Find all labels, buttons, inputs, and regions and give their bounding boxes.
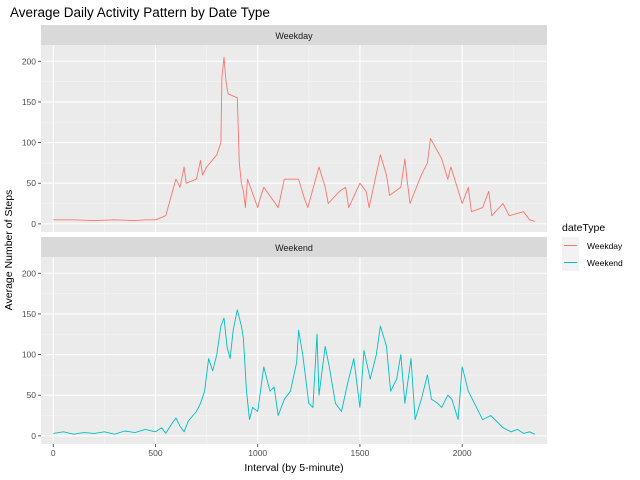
- x-tick-label: 1000: [248, 448, 267, 458]
- y-tick-label: 50: [27, 390, 37, 400]
- y-tick-label: 100: [22, 350, 36, 360]
- x-axis-label: Interval (by 5-minute): [244, 462, 343, 474]
- legend-label: Weekend: [587, 258, 623, 268]
- legend: dateType Weekday Weekend: [562, 222, 623, 271]
- chart-title: Average Daily Activity Pattern by Date T…: [10, 5, 270, 20]
- legend-title: dateType: [562, 222, 605, 234]
- y-tick-label: 50: [27, 178, 37, 188]
- series-line-weekday: [53, 56, 535, 222]
- y-tick-label: 0: [31, 431, 36, 441]
- panel-background: [41, 257, 547, 444]
- series-line-weekend: [53, 309, 535, 435]
- y-tick-label: 150: [22, 97, 36, 107]
- legend-label: Weekday: [587, 241, 623, 251]
- legend-item-weekday: Weekday: [562, 237, 623, 254]
- y-tick-label: 0: [31, 219, 36, 229]
- x-tick-label: 500: [148, 448, 162, 458]
- y-tick-label: 200: [22, 268, 36, 278]
- facet-strip: [41, 237, 547, 257]
- facet-strip-label: Weekend: [275, 243, 313, 253]
- x-tick-label: 0: [51, 448, 56, 458]
- x-tick-label: 2000: [453, 448, 472, 458]
- y-tick-label: 150: [22, 309, 36, 319]
- panel-weekday: Weekday 0 50 100 150 200: [22, 25, 547, 232]
- legend-item-weekend: Weekend: [562, 254, 623, 271]
- facet-strip: [41, 25, 547, 45]
- y-axis-label: Average Number of Steps: [3, 190, 15, 311]
- y-tick-label: 200: [22, 56, 36, 66]
- x-tick-label: 1500: [350, 448, 369, 458]
- y-tick-label: 100: [22, 138, 36, 148]
- panel-background: [41, 45, 547, 232]
- facet-strip-label: Weekday: [275, 31, 313, 41]
